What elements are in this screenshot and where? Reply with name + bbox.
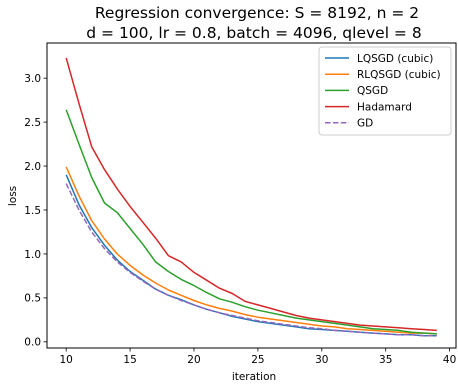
chart-subtitle: d = 100, lr = 0.8, batch = 4096, qlevel … bbox=[86, 24, 421, 42]
x-tick-label: 10 bbox=[59, 354, 72, 366]
series-line-gd bbox=[65, 183, 437, 337]
y-tick-label: 1.0 bbox=[24, 249, 41, 261]
legend-label-hadamard: Hadamard bbox=[357, 101, 412, 113]
legend-label-gd: GD bbox=[357, 118, 373, 130]
y-tick-label: 0.0 bbox=[24, 337, 41, 349]
series-line-qsgd bbox=[65, 109, 437, 335]
y-axis-ticks: 0.0 0.5 1.0 1.5 2.0 2.5 3.0 bbox=[24, 73, 47, 349]
x-tick-label: 15 bbox=[123, 354, 136, 366]
series-line-rlqsgd-cubic bbox=[65, 166, 437, 335]
x-tick-label: 20 bbox=[187, 354, 200, 366]
y-axis-label: loss bbox=[7, 186, 19, 206]
plot-frame bbox=[46, 42, 457, 349]
legend: LQSGD (cubic) RLQSGD (cubic) QSGD Hadamard G… bbox=[318, 46, 452, 136]
y-tick-label: 0.5 bbox=[24, 293, 41, 305]
y-tick-label: 2.0 bbox=[24, 161, 41, 173]
y-tick-label: 2.5 bbox=[24, 117, 41, 129]
y-tick-label: 3.0 bbox=[24, 73, 41, 85]
x-axis-ticks: 10 15 20 25 30 35 40 bbox=[59, 348, 456, 366]
plot-lines bbox=[65, 57, 437, 337]
x-tick-label: 40 bbox=[443, 354, 456, 366]
series-line-lqsgd-cubic bbox=[65, 174, 437, 337]
y-tick-label: 1.5 bbox=[24, 205, 41, 217]
legend-frame bbox=[318, 46, 452, 136]
legend-label-qsgd: QSGD bbox=[357, 85, 388, 97]
chart-title: Regression convergence: S = 8192, n = 2 bbox=[95, 4, 419, 22]
x-tick-label: 30 bbox=[315, 354, 328, 366]
x-axis-label: iteration bbox=[232, 371, 276, 383]
legend-label-rlqsgd-cubic: RLQSGD (cubic) bbox=[357, 69, 441, 81]
x-tick-label: 35 bbox=[379, 354, 392, 366]
series-line-hadamard bbox=[65, 57, 437, 332]
legend-label-lqsgd-cubic: LQSGD (cubic) bbox=[357, 53, 433, 65]
x-tick-label: 25 bbox=[251, 354, 264, 366]
